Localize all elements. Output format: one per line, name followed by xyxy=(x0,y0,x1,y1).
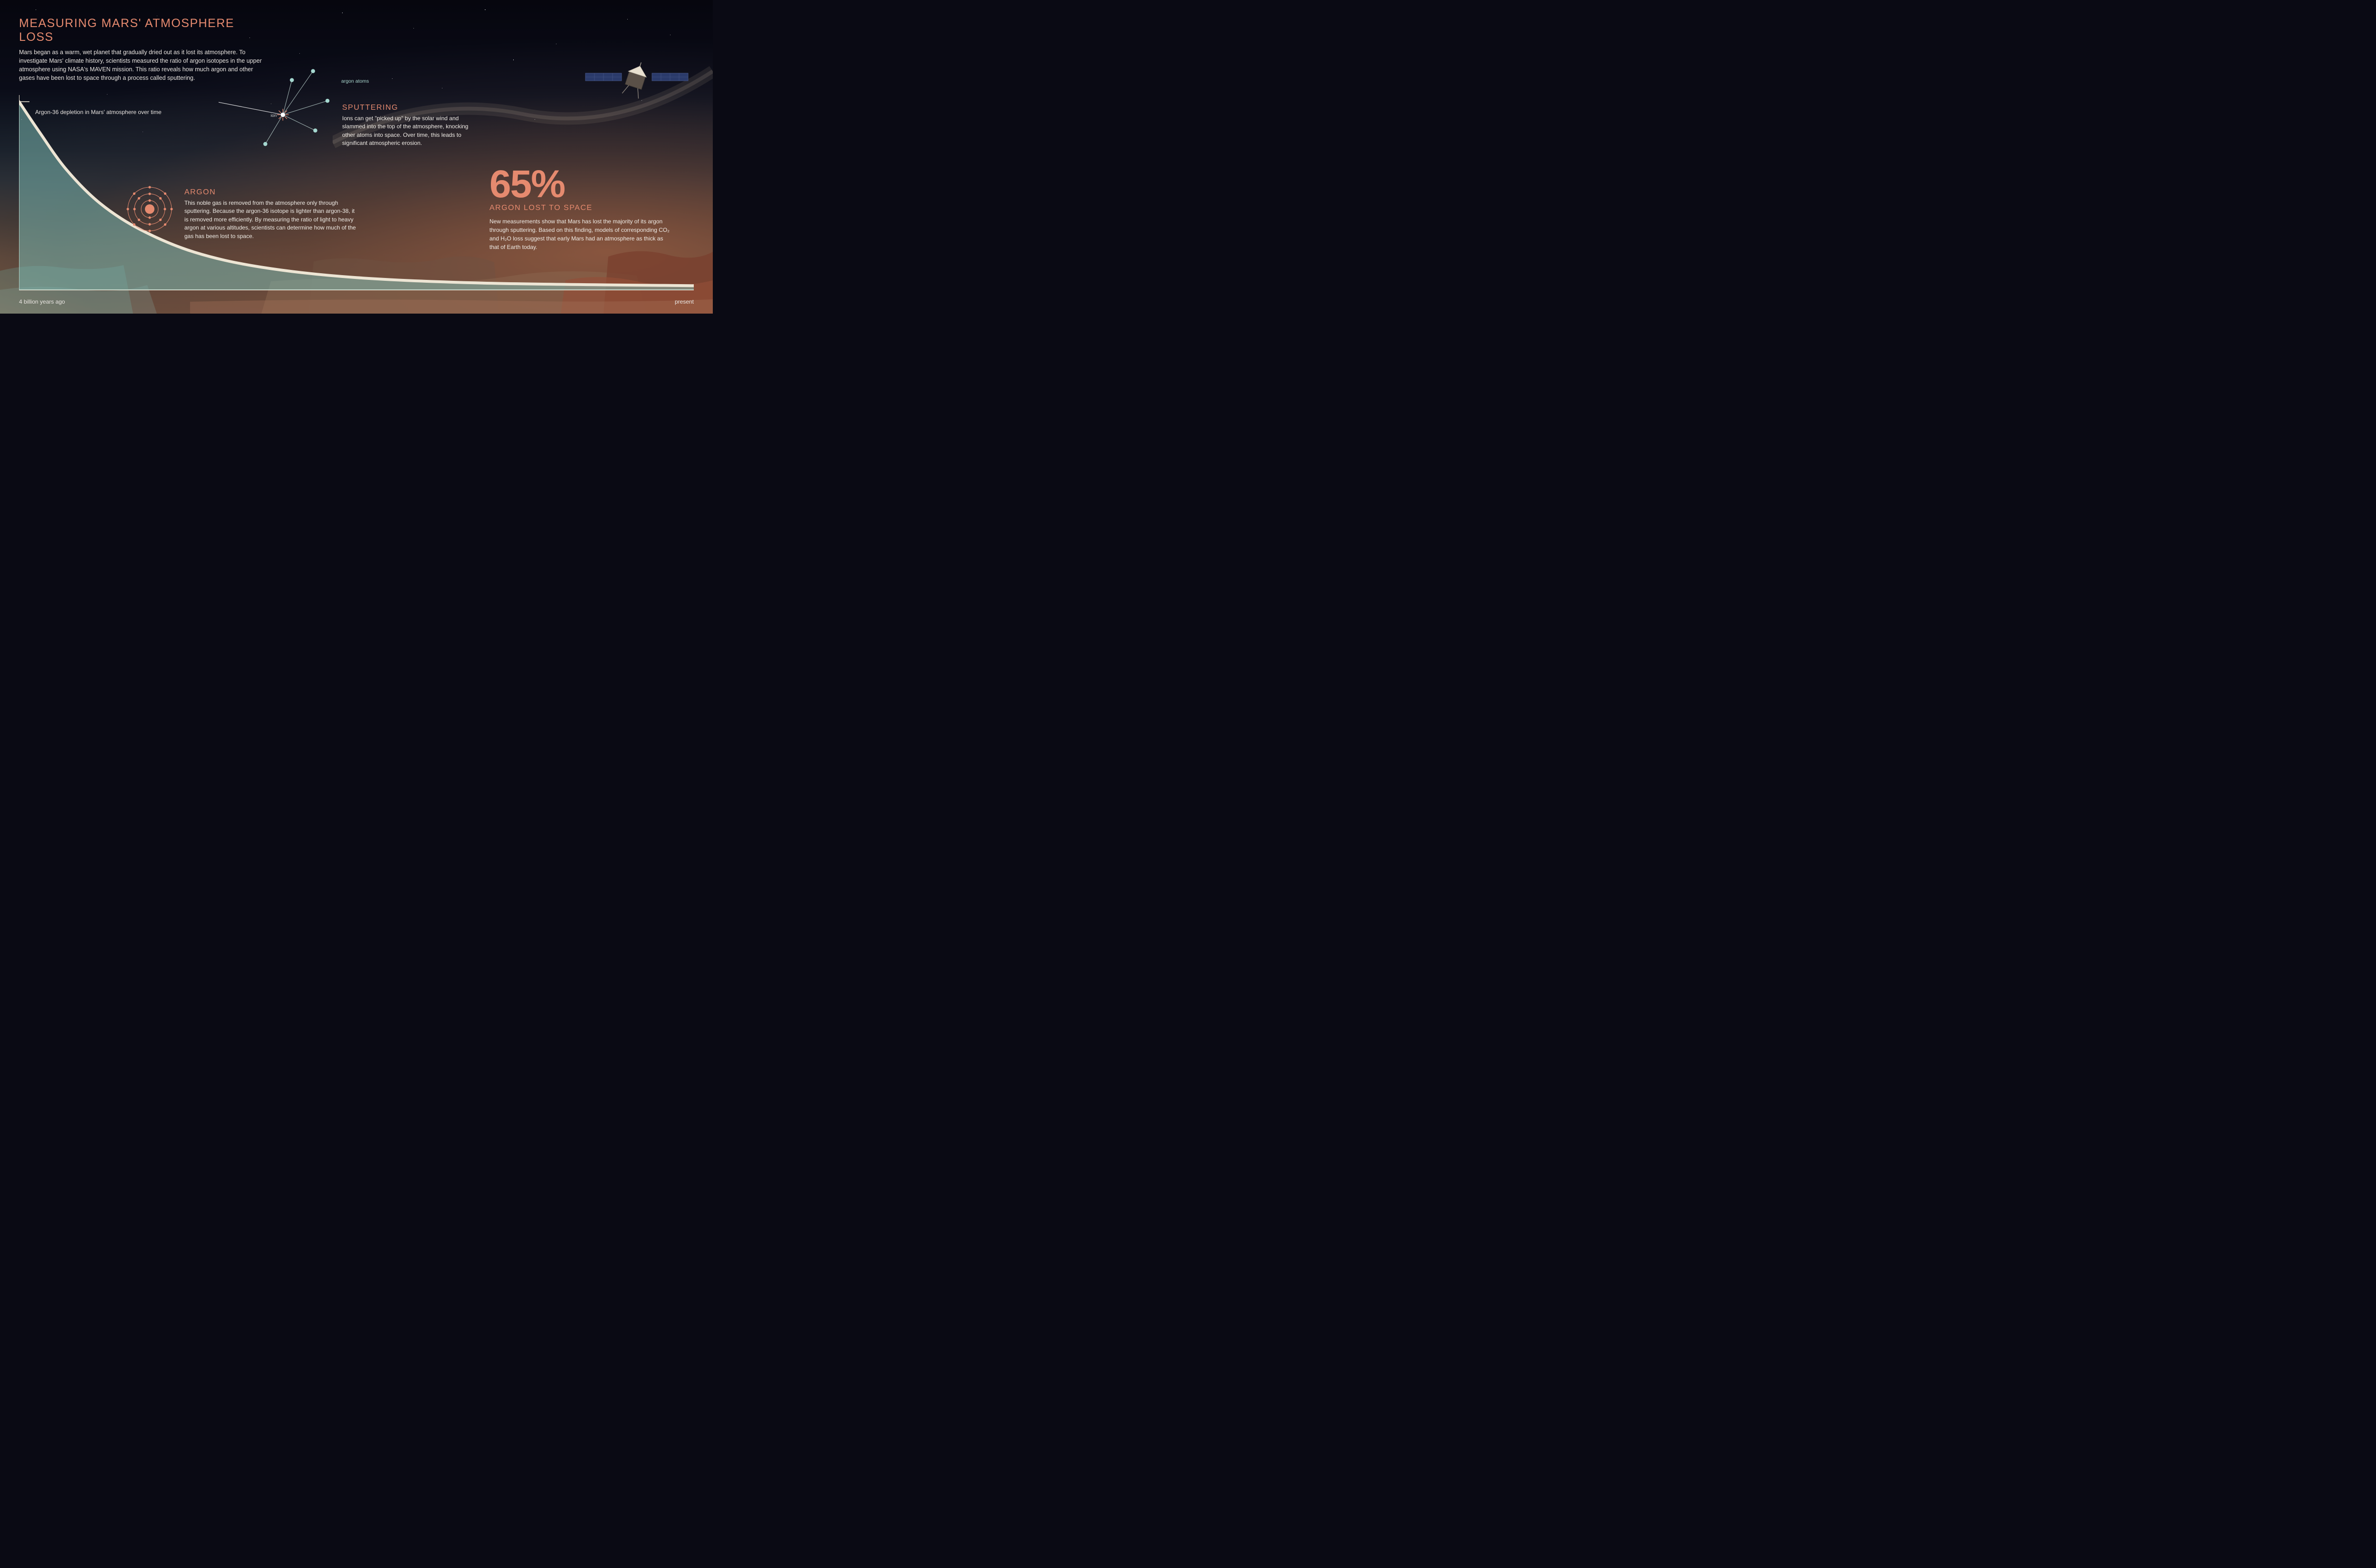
ion-label: ion xyxy=(271,113,277,118)
argon-atom-icon xyxy=(126,185,173,233)
argon-body: This noble gas is removed from the atmos… xyxy=(184,199,360,240)
argon-atoms-label: argon atoms xyxy=(341,78,369,84)
sputtering-diagram: ion xyxy=(219,67,352,153)
stat-body: New measurements show that Mars has lost… xyxy=(489,217,670,251)
sputtering-body: Ions can get "picked up" by the solar wi… xyxy=(342,115,480,148)
chart-x-end: present xyxy=(675,298,694,305)
statistic-block: 65% ARGON LOST TO SPACE New measurements… xyxy=(489,168,670,251)
argon-section: ARGON This noble gas is removed from the… xyxy=(184,188,360,240)
sputtering-title: SPUTTERING xyxy=(342,104,480,112)
stat-number: 65% xyxy=(489,168,670,201)
argon-title: ARGON xyxy=(184,188,360,197)
chart-y-label: Argon-36 depletion in Mars' atmosphere o… xyxy=(35,108,162,116)
maven-spacecraft-icon xyxy=(580,45,694,112)
ion-burst-icon xyxy=(277,109,289,121)
stat-label: ARGON LOST TO SPACE xyxy=(489,204,670,212)
chart-x-start: 4 billion years ago xyxy=(19,298,65,305)
page-title: MEASURING MARS' ATMOSPHERE LOSS xyxy=(19,17,266,44)
sputtering-section: SPUTTERING Ions can get "picked up" by t… xyxy=(342,104,480,148)
